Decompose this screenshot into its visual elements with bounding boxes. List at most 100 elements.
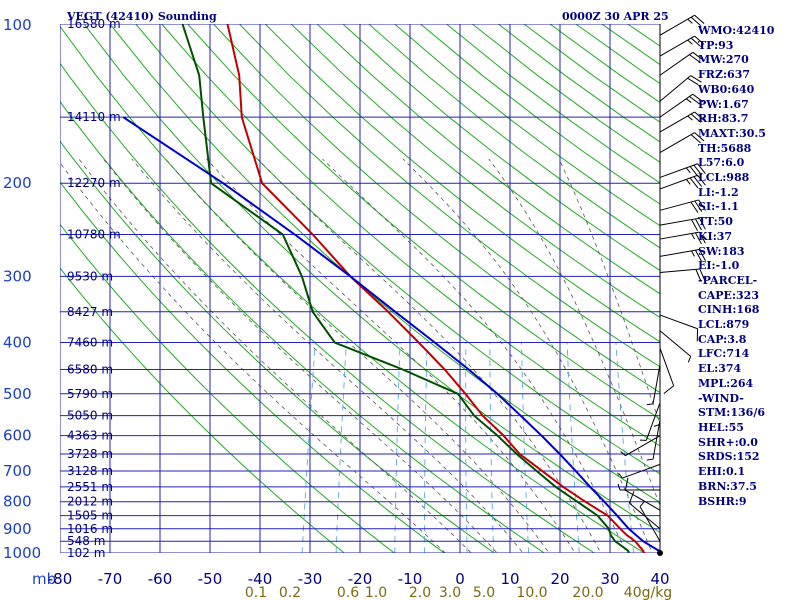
- wind-barb: [617, 483, 660, 491]
- wind-barb-staff: [659, 93, 694, 118]
- chart-time: 0000Z 30 APR 25: [562, 10, 669, 23]
- dry-adiabat-line: [60, 181, 446, 553]
- dry-adiabat-line: [239, 24, 660, 368]
- index-item: MAXT:30.5: [698, 126, 766, 140]
- wind-barb: [628, 491, 661, 530]
- moist-adiabat-line: [78, 158, 472, 553]
- wind-barb-flag: [697, 174, 706, 186]
- wind-barb-flag: [689, 166, 699, 177]
- wind-barb-staff: [659, 314, 698, 330]
- dry-adiabat-line: [83, 24, 660, 533]
- wind-barb: [618, 463, 661, 479]
- index-item: BSHR:9: [698, 494, 747, 508]
- height-label: 12270 m: [67, 176, 121, 190]
- temperature-tick-label: 30: [600, 570, 619, 588]
- mixing-ratio-tick-label: 20.0: [572, 585, 603, 600]
- height-label: 1505 m: [67, 509, 113, 523]
- index-item: PW:1.67: [698, 97, 749, 111]
- index-item: CAPE:323: [698, 288, 759, 302]
- wind-barb-flag: [693, 164, 703, 176]
- index-item: TT:50: [698, 215, 733, 229]
- wind-barb-flag: [689, 96, 700, 105]
- wind-barb: [659, 199, 707, 213]
- diagram-grid: [60, 24, 660, 553]
- height-label: 2012 m: [67, 495, 113, 509]
- wind-barb: [639, 402, 661, 441]
- wind-barb: [659, 268, 706, 282]
- wind-barb-flag: [695, 218, 702, 231]
- wind-barb-staff: [659, 231, 700, 240]
- wind-barb-staff: [645, 402, 661, 441]
- wind-barb-half-flag: [639, 501, 645, 507]
- temperature-tick-label: -60: [148, 570, 173, 588]
- wind-barb: [659, 51, 704, 76]
- index-item: TH:5688: [698, 141, 752, 155]
- wind-barb-flag: [698, 217, 706, 230]
- pressure-tick-label: 700: [3, 462, 32, 480]
- height-label: 1016 m: [67, 522, 113, 536]
- wind-barb-half-flag: [691, 250, 695, 257]
- profile-parcel: [122, 116, 660, 553]
- wind-barbs: [617, 14, 707, 556]
- pressure-tick-label: 1000: [3, 544, 41, 562]
- pressure-tick-label: 200: [3, 174, 32, 192]
- pressure-tick-label: 600: [3, 427, 32, 445]
- mixing-ratio-line: [301, 342, 316, 553]
- index-item: BRN:37.5: [698, 479, 757, 493]
- height-label: 8427 m: [67, 305, 113, 319]
- height-label: 5050 m: [67, 409, 113, 423]
- mixing-ratio-tick-label: 3.0: [439, 585, 461, 600]
- temperature-tick-label: -20: [348, 570, 373, 588]
- moist-adiabat-line: [131, 158, 524, 553]
- wind-barb-flag: [692, 51, 704, 61]
- wind-barb-half-flag: [618, 472, 623, 479]
- wind-barb: [659, 111, 705, 133]
- dry-adiabat-line: [60, 100, 546, 553]
- dry-adiabat-line: [213, 24, 660, 394]
- wind-barb-half-flag: [685, 179, 691, 185]
- dry-adiabat-line: [161, 24, 660, 447]
- pressure-tick-label: 300: [3, 267, 32, 285]
- wind-barb: [659, 217, 706, 231]
- height-label: 3128 m: [67, 464, 113, 478]
- wind-barb-flag: [697, 163, 706, 174]
- mixing-ratio-tick-label: 2.0: [409, 585, 431, 600]
- wind-barb-staff: [659, 35, 695, 57]
- mixing-ratio-tick-label: 40g/kg: [624, 585, 672, 600]
- wind-barb-half-flag: [687, 115, 693, 121]
- wind-barb-flag: [694, 111, 705, 121]
- height-label: 9530 m: [67, 269, 113, 283]
- temperature-tick-label: 0: [455, 570, 465, 588]
- wind-barb: [659, 174, 706, 190]
- wind-barb-staff: [659, 330, 691, 357]
- wind-barb-flag: [689, 177, 699, 189]
- wind-barb-flag: [699, 268, 706, 281]
- dry-adiabat-line: [60, 267, 346, 553]
- dry-adiabat-line: [187, 24, 660, 420]
- temperature-tick-label: -10: [398, 570, 423, 588]
- temperature-tick-label: -50: [198, 570, 223, 588]
- temperature-tick-label: -40: [248, 570, 273, 588]
- wind-barb-half-flag: [617, 483, 621, 491]
- mixing-ratio-line: [335, 342, 347, 553]
- index-item: LCL:879: [698, 318, 750, 332]
- wind-barb-staff: [659, 268, 700, 274]
- index-item: EL:374: [698, 362, 742, 376]
- wind-barb: [659, 231, 706, 245]
- index-item: RH:83.7: [698, 112, 749, 126]
- wind-barb: [659, 248, 706, 262]
- wind-barb-flag: [691, 219, 698, 231]
- index-item: MW:270: [698, 53, 749, 67]
- wind-barb-flag: [690, 75, 702, 83]
- index-item: EHI:0.1: [698, 465, 746, 479]
- mixing-ratio-line: [489, 342, 495, 553]
- wind-barb: [659, 330, 692, 363]
- wind-barb-flag: [695, 232, 702, 245]
- wind-barb-staff: [652, 419, 661, 460]
- moist-adiabat-line: [60, 162, 446, 553]
- wind-barb-flag: [695, 269, 702, 282]
- height-label: 3728 m: [67, 447, 113, 461]
- wind-barb: [620, 435, 661, 457]
